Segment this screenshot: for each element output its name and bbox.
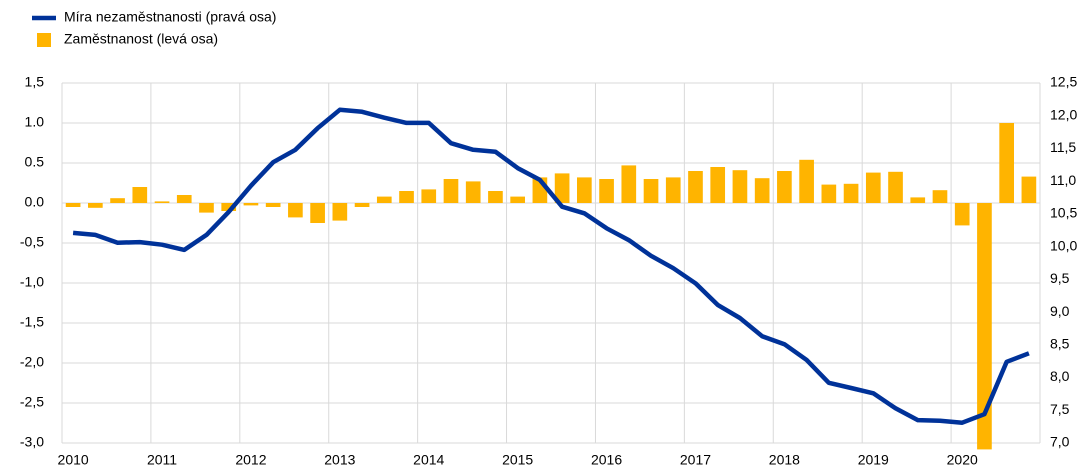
x-tick-label: 2019: [858, 452, 889, 468]
bar: [488, 191, 503, 203]
y-tick-label: -1,0: [20, 274, 44, 290]
bar: [110, 198, 125, 203]
bar: [154, 201, 170, 203]
x-tick-label: 2013: [324, 452, 355, 468]
y-tick-label: -0,5: [20, 234, 44, 250]
y2-tick-label: 10,0: [1050, 237, 1077, 253]
bar: [65, 203, 81, 207]
bar: [510, 196, 525, 203]
bar: [132, 187, 148, 203]
bar: [932, 190, 948, 203]
y-tick-label: -2,5: [20, 394, 44, 410]
bar: [621, 165, 637, 203]
y-tick-label: 0.0: [25, 194, 45, 210]
legend-label: Míra nezaměstnanosti (pravá osa): [64, 9, 276, 25]
x-tick-label: 2014: [413, 452, 444, 468]
bar: [888, 171, 903, 203]
bar: [643, 179, 659, 203]
x-tick-label: 2016: [591, 452, 622, 468]
y2-tick-label: 12,0: [1050, 106, 1077, 122]
legend-swatch: [37, 33, 51, 47]
bar: [665, 177, 681, 203]
bar: [954, 203, 970, 226]
y2-tick-label: 11,5: [1050, 139, 1076, 155]
bar: [799, 159, 814, 203]
y2-tick-label: 7,0: [1050, 434, 1070, 450]
bar: [732, 170, 748, 203]
bar: [688, 171, 703, 203]
bar: [221, 203, 237, 211]
y-tick-label: 1.0: [25, 114, 45, 130]
x-tick-label: 2018: [769, 452, 800, 468]
y2-tick-label: 8,5: [1050, 336, 1070, 352]
bar: [443, 179, 459, 203]
bar: [354, 203, 370, 207]
bar: [88, 203, 103, 208]
legend-label: Zaměstnanost (levá osa): [64, 31, 218, 47]
bar: [754, 178, 770, 203]
bar: [977, 203, 992, 450]
y-tick-label: 1,5: [25, 74, 45, 90]
bar: [865, 172, 881, 203]
bar: [910, 197, 926, 203]
bar: [554, 173, 570, 203]
y2-tick-label: 9,0: [1050, 303, 1070, 319]
bar: [710, 167, 726, 203]
bar: [199, 203, 214, 213]
bar: [332, 203, 348, 221]
bar: [265, 203, 281, 207]
x-tick-label: 2011: [147, 452, 177, 468]
bar: [243, 203, 259, 206]
x-tick-label: 2010: [58, 452, 89, 468]
bar: [465, 181, 481, 203]
y2-tick-label: 8,0: [1050, 368, 1070, 384]
x-tick-label: 2020: [947, 452, 978, 468]
y2-tick-label: 10,5: [1050, 205, 1077, 221]
x-tick-label: 2017: [680, 452, 711, 468]
y2-tick-label: 12,5: [1050, 74, 1077, 90]
bar: [310, 203, 325, 223]
bar: [288, 203, 303, 218]
x-tick-label: 2012: [235, 452, 266, 468]
y2-tick-label: 9,5: [1050, 270, 1070, 286]
bar: [821, 184, 837, 203]
y-tick-label: -2,0: [20, 354, 44, 370]
bar: [999, 123, 1014, 203]
y-tick-label: -3,0: [20, 434, 44, 450]
x-tick-label: 2015: [502, 452, 533, 468]
bar: [577, 177, 592, 203]
bar: [176, 195, 192, 203]
y-tick-label: -1,5: [20, 314, 44, 330]
bar: [777, 171, 792, 203]
line: [72, 107, 1030, 425]
bar: [376, 196, 392, 203]
bar: [599, 179, 614, 203]
bar: [421, 189, 437, 203]
y-tick-label: 0.5: [25, 154, 45, 170]
bar: [399, 191, 414, 203]
bar: [1021, 176, 1037, 203]
bar: [843, 183, 859, 203]
y2-tick-label: 7,5: [1050, 401, 1070, 417]
y2-tick-label: 11,0: [1050, 172, 1076, 188]
